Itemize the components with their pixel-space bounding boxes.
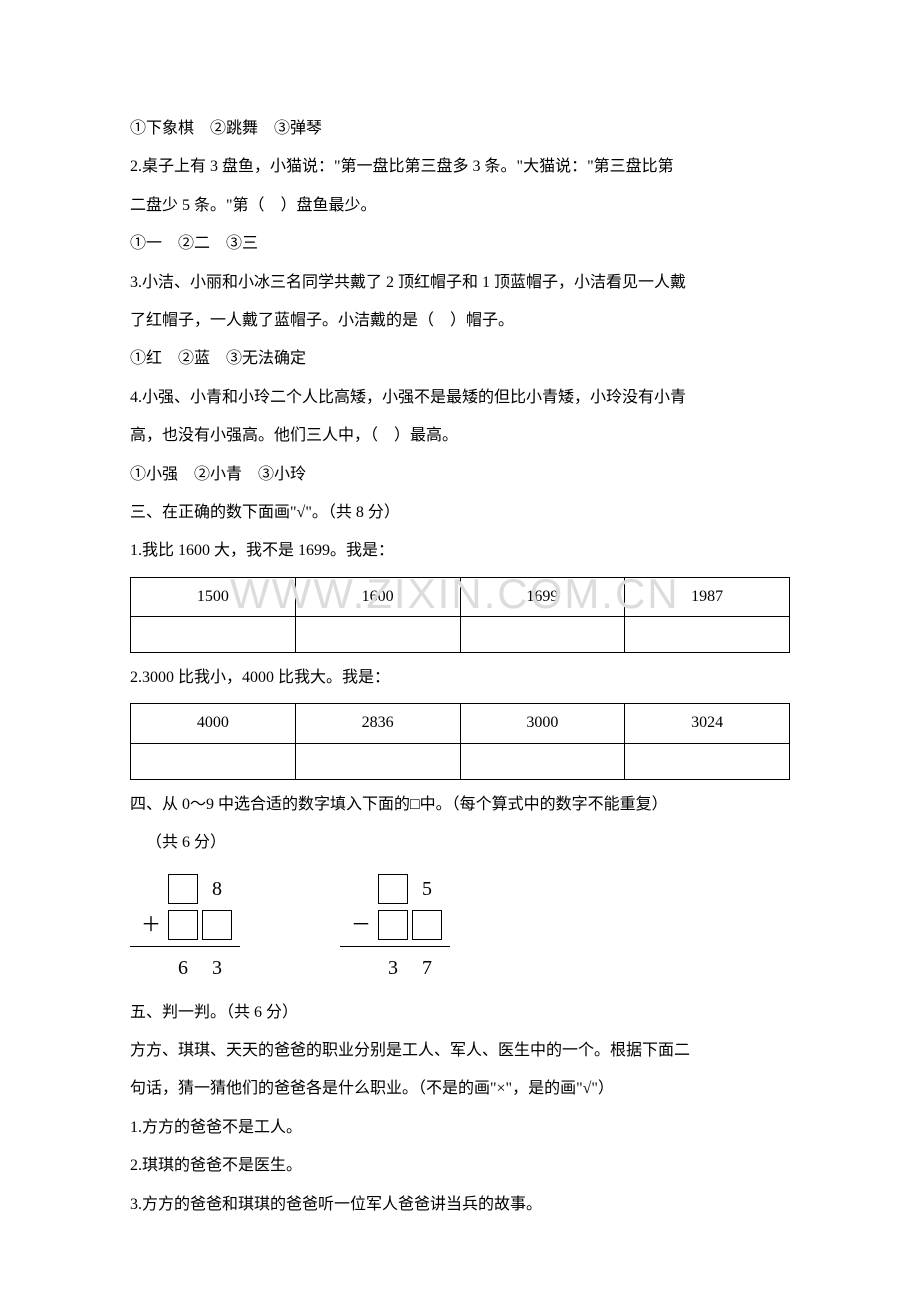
figure-subtraction: 5 － 3 7 bbox=[340, 871, 450, 986]
q4-options: ①小强 ②小青 ③小玲 bbox=[130, 456, 790, 494]
s5-text2: 句话，猜一猜他们的爸爸各是什么职业。（不是的画"×"，是的画"√"） bbox=[130, 1070, 790, 1108]
table2-empty bbox=[625, 743, 790, 779]
digit: 6 bbox=[168, 953, 198, 983]
s5-text1: 方方、琪琪、天天的爸爸的职业分别是工人、军人、医生中的一个。根据下面二 bbox=[130, 1032, 790, 1070]
digit: 7 bbox=[412, 953, 442, 983]
s3-q1: 1.我比 1600 大，我不是 1699。我是： bbox=[130, 532, 790, 570]
q2-options: ①一 ②二 ③三 bbox=[130, 225, 790, 263]
blank-box bbox=[412, 910, 442, 940]
table-2: 4000 2836 3000 3024 bbox=[130, 703, 790, 779]
q3-line2: 了红帽子，一人戴了蓝帽子。小洁戴的是（ ）帽子。 bbox=[130, 302, 790, 340]
table2-cell: 3000 bbox=[460, 704, 625, 743]
q3-line1: 3.小洁、小丽和小冰三名同学共戴了 2 顶红帽子和 1 顶蓝帽子，小洁看见一人戴 bbox=[130, 264, 790, 302]
section3-title: 三、在正确的数下面画"√"。（共 8 分） bbox=[130, 494, 790, 532]
minus-operator: － bbox=[346, 901, 376, 949]
digit: 3 bbox=[202, 953, 232, 983]
document-content: ①下象棋 ②跳舞 ③弹琴 2.桌子上有 3 盘鱼，小猫说："第一盘比第三盘多 3… bbox=[130, 110, 790, 1224]
q4-line1: 4.小强、小青和小玲二个人比高矮，小强不是最矮的但比小青矮，小玲没有小青 bbox=[130, 379, 790, 417]
s3-q2: 2.3000 比我小，4000 比我大。我是： bbox=[130, 659, 790, 697]
q2-line1: 2.桌子上有 3 盘鱼，小猫说："第一盘比第三盘多 3 条。"大猫说："第三盘比… bbox=[130, 148, 790, 186]
blank-box bbox=[378, 874, 408, 904]
s4-subtitle: （共 6 分） bbox=[146, 824, 790, 862]
table1-empty bbox=[460, 617, 625, 653]
blank-box bbox=[202, 910, 232, 940]
digit: 3 bbox=[378, 953, 408, 983]
table2-empty bbox=[460, 743, 625, 779]
figure-addition: 8 ＋ 6 3 bbox=[130, 871, 240, 986]
blank-box bbox=[168, 874, 198, 904]
q2-line2: 二盘少 5 条。"第（ ）盘鱼最少。 bbox=[130, 187, 790, 225]
table2-cell: 2836 bbox=[295, 704, 460, 743]
table2-empty bbox=[131, 743, 296, 779]
digit: 5 bbox=[412, 874, 442, 904]
math-figures: 8 ＋ 6 3 5 － bbox=[130, 871, 790, 986]
s5-q1: 1.方方的爸爸不是工人。 bbox=[130, 1109, 790, 1147]
watermark-text: WWW.ZIXIN.COM.CN bbox=[230, 570, 680, 618]
table1-empty bbox=[295, 617, 460, 653]
table2-empty bbox=[295, 743, 460, 779]
plus-operator: ＋ bbox=[136, 901, 166, 949]
q1-options: ①下象棋 ②跳舞 ③弹琴 bbox=[130, 110, 790, 148]
s5-q3: 3.方方的爸爸和琪琪的爸爸听一位军人爸爸讲当兵的故事。 bbox=[130, 1186, 790, 1224]
s5-q2: 2.琪琪的爸爸不是医生。 bbox=[130, 1147, 790, 1185]
table1-empty bbox=[625, 617, 790, 653]
table1-empty bbox=[131, 617, 296, 653]
section5-title: 五、判一判。（共 6 分） bbox=[130, 994, 790, 1032]
q3-options: ①红 ②蓝 ③无法确定 bbox=[130, 340, 790, 378]
q4-line2: 高，也没有小强高。他们三人中，（ ）最高。 bbox=[130, 417, 790, 455]
blank-box bbox=[378, 910, 408, 940]
table2-cell: 4000 bbox=[131, 704, 296, 743]
blank-box bbox=[168, 910, 198, 940]
digit: 8 bbox=[202, 874, 232, 904]
table2-cell: 3024 bbox=[625, 704, 790, 743]
section4-title: 四、从 0～9 中选合适的数字填入下面的□中。（每个算式中的数字不能重复） bbox=[130, 786, 790, 824]
